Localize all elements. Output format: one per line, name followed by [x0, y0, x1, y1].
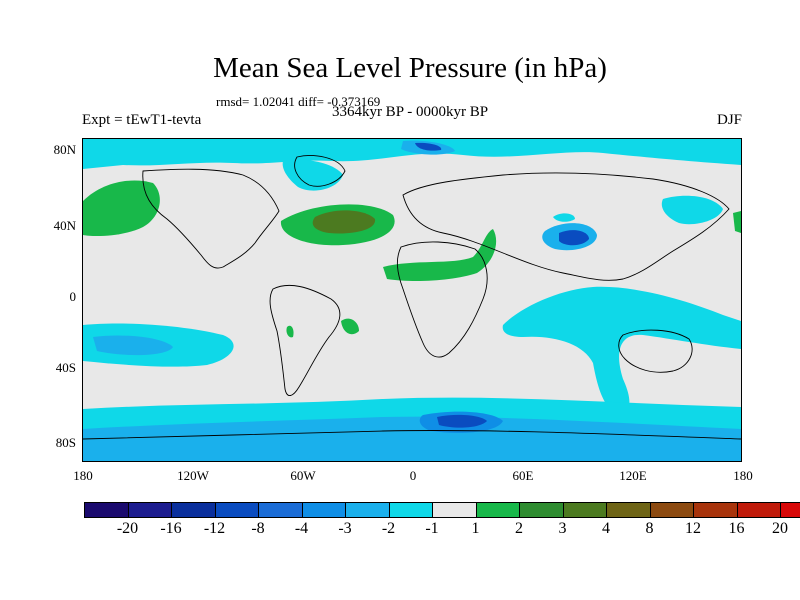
colorbar-label: 1 — [471, 520, 480, 537]
colorbar-label: 4 — [602, 520, 610, 537]
colorbar-swatch-5 — [302, 503, 346, 517]
south-america-high — [341, 318, 359, 335]
colorbar-swatch-13 — [650, 503, 694, 517]
colorbar-swatch-10 — [520, 503, 564, 517]
asian-low-core — [559, 230, 589, 246]
experiment-label: Expt = tEwT1-tevta — [82, 112, 202, 128]
colorbar-label: -8 — [251, 520, 265, 537]
greenland-anomaly — [282, 159, 343, 191]
colorbar-swatch-11 — [563, 503, 607, 517]
period-label: 3364kyr BP - 0000kyr BP — [331, 104, 489, 120]
colorbar-label: -1 — [425, 520, 439, 537]
tibet-small — [553, 213, 575, 222]
coastlines — [83, 155, 741, 440]
colorbar-swatch-9 — [476, 503, 520, 517]
colorbar-swatch-7 — [389, 503, 433, 517]
y-tick-0: 0 — [69, 289, 77, 304]
x-tick-180e: 180 — [733, 468, 753, 483]
colorbar-label: 8 — [645, 520, 654, 537]
rmsd-diff-stats: rmsd= 1.02041 diff= -0.373169 — [216, 94, 381, 109]
colorbar-label: -2 — [381, 520, 396, 537]
y-tick-40n: 40N — [53, 218, 76, 233]
colorbar-swatch-2 — [172, 503, 216, 517]
colorbar — [84, 502, 800, 518]
colorbar-label: 12 — [685, 520, 701, 537]
colorbar-swatch-0 — [85, 503, 129, 517]
east-pacific-high — [733, 211, 741, 233]
colorbar-label: -3 — [338, 520, 352, 537]
colorbar-swatch-8 — [433, 503, 477, 517]
colorbar-label: -4 — [294, 520, 309, 537]
colorbar-swatch-6 — [346, 503, 390, 517]
y-tick-80n: 80N — [53, 142, 76, 157]
colorbar-label: 3 — [558, 520, 567, 537]
x-tick-60e: 60E — [512, 468, 534, 483]
x-tick-120w: 120W — [177, 468, 209, 483]
east-asia-anomaly — [661, 195, 723, 225]
sahara-high — [383, 229, 497, 281]
map-title: Mean Sea Level Pressure (in hPa) — [213, 52, 607, 84]
x-tick-0: 0 — [409, 468, 417, 483]
x-tick-120e: 120E — [619, 468, 647, 483]
andes-high — [286, 325, 294, 338]
season-label: DJF — [716, 112, 742, 128]
colorbar-label: -20 — [116, 520, 139, 537]
colorbar-swatch-3 — [215, 503, 259, 517]
x-tick-180w: 180 — [73, 468, 93, 483]
antarctic-low-core — [437, 414, 487, 428]
north-pacific-high — [83, 180, 160, 237]
colorbar-swatch-12 — [607, 503, 651, 517]
arctic-low-core-2 — [415, 142, 442, 151]
colorbar-swatch-4 — [259, 503, 303, 517]
colorbar-swatch-14 — [694, 503, 738, 517]
colorbar-swatch-15 — [737, 503, 781, 517]
colorbar-swatch-16 — [781, 503, 800, 517]
pressure-anomaly-map — [82, 138, 742, 462]
south-pacific-core — [93, 335, 173, 356]
north-atlantic-core — [312, 210, 376, 234]
colorbar-swatch-1 — [128, 503, 172, 517]
colorbar-label: -16 — [160, 520, 182, 537]
colorbar-label: 16 — [728, 520, 745, 537]
colorbar-label: 2 — [515, 520, 523, 537]
arctic-anomaly-band — [83, 139, 741, 169]
y-tick-40s: 40S — [55, 360, 76, 375]
indian-ocean-low — [502, 286, 741, 415]
colorbar-label: -12 — [203, 520, 226, 537]
colorbar-label: 20 — [772, 520, 788, 537]
y-tick-80s: 80S — [55, 435, 76, 450]
southern-ocean-core — [83, 416, 741, 461]
x-tick-60w: 60W — [290, 468, 316, 483]
